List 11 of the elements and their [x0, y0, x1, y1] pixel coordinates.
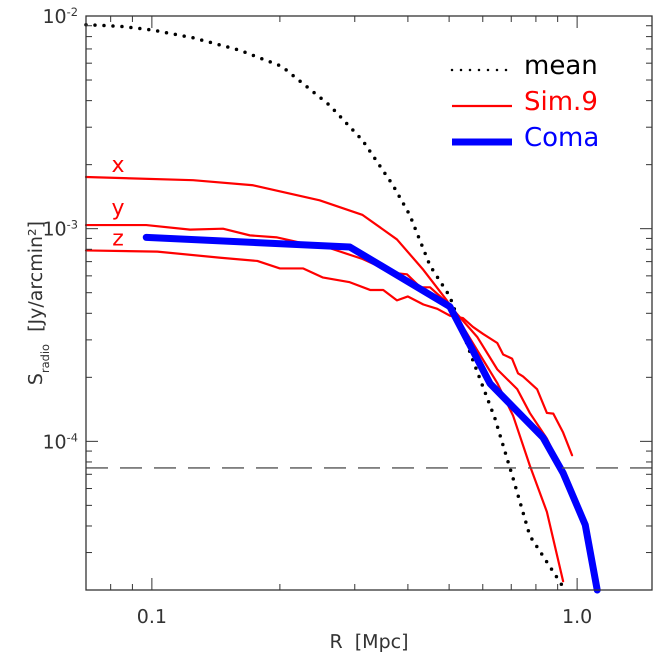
y-tick-label: 10$^{-2}$ — [42, 5, 78, 28]
x-tick-label: 1.0 — [562, 606, 592, 628]
x-tick-label: 0.1 — [136, 606, 167, 628]
legend-label: Sim.9 — [524, 87, 598, 117]
y-tick-label: 10$^{-4}$ — [42, 430, 78, 454]
x-axis-title: R [Mpc] — [329, 631, 409, 653]
annotation: z — [112, 226, 124, 252]
legend-label: mean — [524, 51, 598, 81]
annotation: y — [111, 196, 125, 222]
legend-label: Coma — [524, 123, 600, 153]
annotation: x — [111, 152, 125, 178]
